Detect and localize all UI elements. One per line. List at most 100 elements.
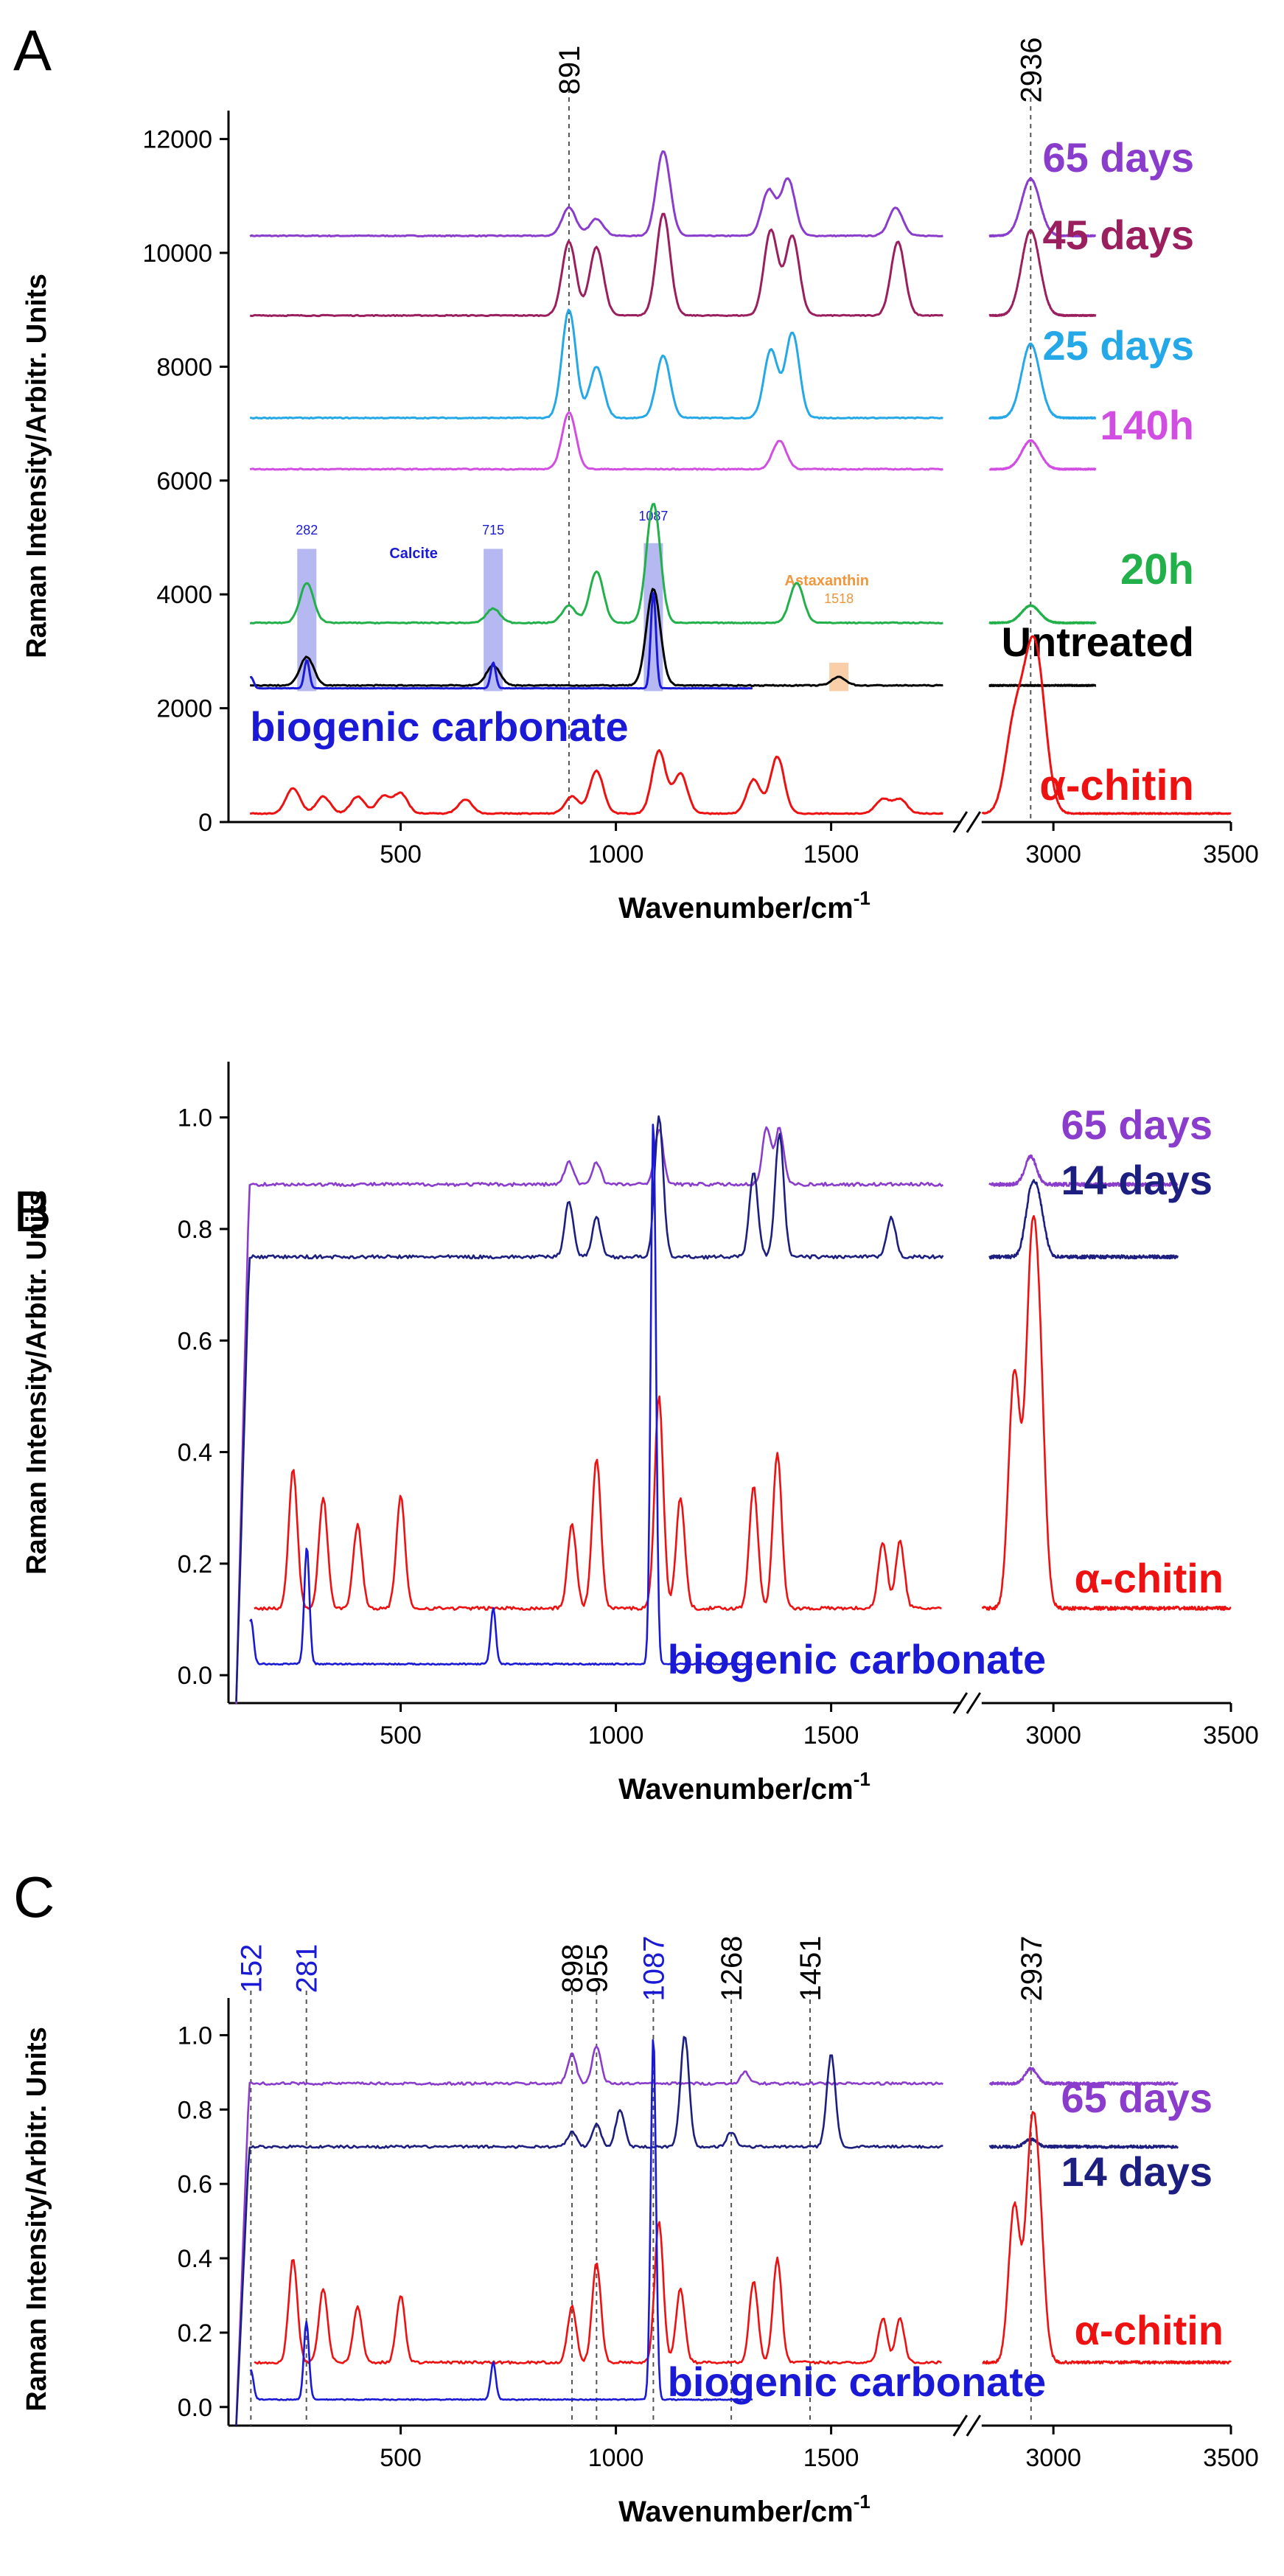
- y-tick-label: 0: [198, 809, 212, 837]
- x-tick-label: 1000: [588, 840, 644, 868]
- legend-label: α-chitin: [1039, 762, 1194, 810]
- legend-label: 14 days: [1061, 2148, 1213, 2195]
- axis-break-mark: [952, 1692, 969, 1714]
- axis-break-mark: [952, 811, 969, 833]
- y-tick-label: 0.0: [178, 1662, 212, 1690]
- series-line--chitin: [254, 2221, 943, 2365]
- legend-label: α-chitin: [1075, 2307, 1224, 2353]
- x-axis-title-sup: -1: [854, 887, 870, 909]
- band-label: 1087: [638, 509, 668, 523]
- axis-break-mark: [952, 2415, 969, 2437]
- series-line-25-days: [249, 308, 943, 420]
- x-axis-title-text: Wavenumber/cm: [618, 2496, 854, 2528]
- series-line-biogenic-carbonate: [249, 591, 753, 690]
- legend-label: α-chitin: [1075, 1555, 1224, 1601]
- reference-line-label: 152: [235, 1944, 268, 1994]
- x-axis-title: Wavenumber/cm-1: [618, 887, 870, 925]
- x-tick-label: 500: [380, 2444, 422, 2472]
- x-tick-label: 1500: [803, 1722, 859, 1750]
- legend-label: 45 days: [1043, 212, 1195, 258]
- y-axis-title: Raman Intensity/Arbitr. Units: [21, 1190, 52, 1575]
- series-line-65-days: [235, 1126, 944, 1704]
- legend-label: biogenic carbonate: [250, 703, 628, 750]
- x-tick-label: 1000: [588, 2444, 644, 2472]
- series-line-140h: [988, 439, 1097, 471]
- y-tick-label: 0.6: [178, 2171, 212, 2199]
- series-line-65-days: [988, 1154, 1179, 1187]
- x-tick-label: 500: [380, 840, 422, 868]
- series-line-14-days: [235, 1115, 944, 1702]
- y-tick-label: 6000: [156, 467, 212, 495]
- series-line--chitin: [981, 1215, 1232, 1611]
- legend-label: 20h: [1120, 546, 1194, 593]
- series-line--chitin: [249, 749, 943, 815]
- series-line--chitin: [981, 635, 1232, 815]
- axis-break-mark: [966, 2415, 982, 2437]
- series-line-140h: [249, 411, 943, 471]
- legend-label: biogenic carbonate: [668, 1636, 1046, 1682]
- panel-A: A 0 2000 4000 6000 8000 10000 12000 500 1000 1500 3…: [13, 18, 1259, 925]
- series-line-biogenic-carbonate: [249, 2039, 753, 2401]
- band-label: 282: [296, 523, 318, 537]
- series-line-25-days: [988, 342, 1097, 420]
- x-tick-label: 3000: [1025, 2444, 1081, 2472]
- y-tick-label: 0.2: [178, 2319, 212, 2347]
- series-line-14-days: [988, 1179, 1179, 1260]
- panel-label: A: [13, 18, 52, 83]
- x-tick-label: 1500: [803, 840, 859, 868]
- y-tick-label: 0.6: [178, 1327, 212, 1355]
- y-tick-label: 0.4: [178, 1439, 212, 1467]
- y-tick-label: 10000: [142, 240, 212, 268]
- x-tick-label: 3500: [1203, 1722, 1259, 1750]
- legend-label: 65 days: [1043, 134, 1195, 181]
- reference-line-label: 1268: [716, 1936, 748, 2002]
- series-line-65-days: [235, 2045, 944, 2426]
- legend-label: 25 days: [1043, 322, 1195, 369]
- x-tick-label: 500: [380, 1722, 422, 1750]
- series-line-65-days: [988, 177, 1097, 237]
- band-label: 715: [482, 523, 504, 537]
- series-line-65-days: [249, 150, 943, 237]
- y-tick-label: 0.2: [178, 1550, 212, 1578]
- series-line-45-days: [988, 229, 1097, 317]
- y-axis-title: Raman Intensity/Arbitr. Units: [21, 2027, 52, 2412]
- x-tick-label: 1500: [803, 2444, 859, 2472]
- highlight-band: [484, 549, 503, 692]
- y-tick-label: 4000: [156, 581, 212, 609]
- y-axis-title: Raman Intensity/Arbitr. Units: [21, 274, 52, 658]
- series-line--chitin: [982, 2111, 1232, 2365]
- y-tick-label: 0.4: [178, 2245, 212, 2273]
- y-tick-label: 1.0: [178, 2022, 212, 2050]
- reference-line-label: 1451: [795, 1936, 827, 2002]
- series-line-65-days: [988, 2067, 1179, 2086]
- x-axis-title-sup: -1: [854, 1768, 870, 1790]
- legend-label: 65 days: [1061, 1101, 1213, 1148]
- y-tick-label: 8000: [156, 353, 212, 381]
- legend-label: 14 days: [1061, 1157, 1213, 1203]
- y-tick-label: 2000: [156, 695, 212, 723]
- series-line-14-days: [235, 2036, 943, 2426]
- legend-label: biogenic carbonate: [668, 2359, 1046, 2405]
- series-line-14-days: [988, 2137, 1179, 2149]
- series-line-45-days: [249, 212, 944, 318]
- reference-line-label: 898: [556, 1944, 589, 1994]
- axes: 0.0 0.2 0.4 0.6 0.8 1.0 500 1000 1500 3000 3500: [178, 1062, 1259, 1750]
- panel-C: C 0.0 0.2 0.4 0.6 0.8 1.0 500 1000 1500 3000 3500 Wa…: [13, 1865, 1259, 2528]
- y-tick-label: 12000: [142, 126, 212, 154]
- series-line-untreated: [250, 588, 943, 687]
- x-axis-title: Wavenumber/cm-1: [618, 2490, 870, 2528]
- axis-break-mark: [966, 1692, 982, 1714]
- y-tick-label: 0.8: [178, 1216, 212, 1244]
- reference-line-label: 1087: [638, 1936, 670, 2002]
- x-axis-title-text: Wavenumber/cm: [618, 1773, 854, 1806]
- annotation-label: Calcite: [389, 546, 438, 562]
- axes: 0.0 0.2 0.4 0.6 0.8 1.0 500 1000 1500 3000 3500: [178, 1998, 1259, 2472]
- legend-label: 140h: [1100, 402, 1194, 448]
- y-tick-label: 0.0: [178, 2394, 212, 2422]
- panel-B: B 0.0 0.2 0.4 0.6 0.8 1.0 500 1000 1500 3000 3500 Wa…: [13, 1062, 1259, 1806]
- y-tick-label: 0.8: [178, 2096, 212, 2124]
- series-line-biogenic-carbonate: [249, 1124, 753, 1666]
- axes: 0 2000 4000 6000 8000 10000 12000 500 1000 1500 30…: [142, 111, 1259, 868]
- panel-label: C: [13, 1865, 55, 1929]
